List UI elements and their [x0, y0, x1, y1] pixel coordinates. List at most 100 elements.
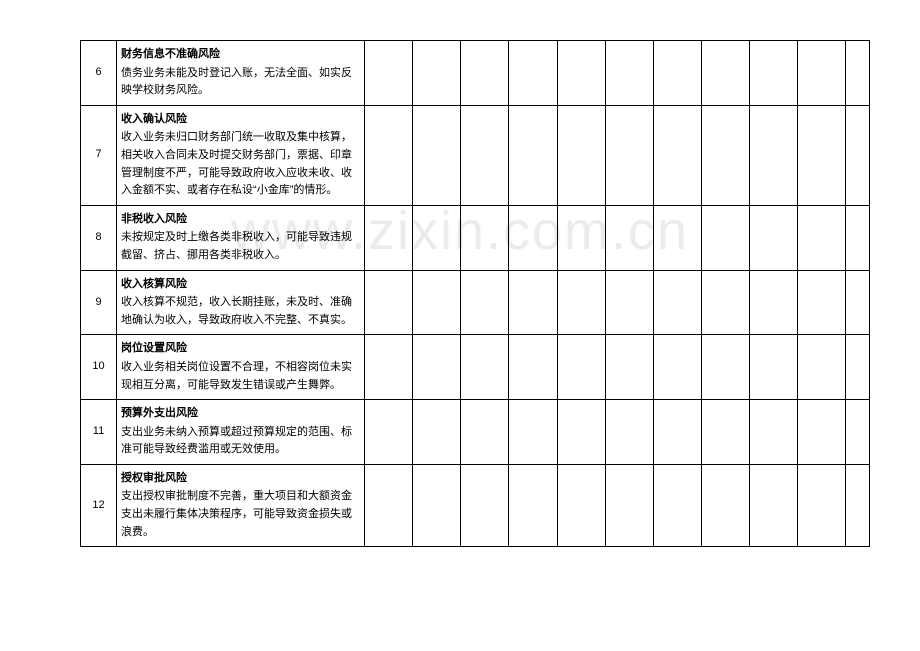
risk-body: 债务业务未能及时登记入账，无法全面、如实反映学校财务风险。	[121, 65, 360, 100]
risk-title: 收入核算风险	[121, 276, 360, 294]
table-row: 10岗位设置风险收入业务相关岗位设置不合理，不相容岗位未实现相互分离，可能导致发…	[81, 335, 870, 400]
empty-cell	[461, 464, 509, 546]
empty-cell	[413, 335, 461, 400]
empty-cell	[701, 205, 749, 270]
empty-cell	[797, 41, 845, 106]
empty-cell	[365, 41, 413, 106]
row-number: 12	[81, 464, 117, 546]
empty-cell	[749, 270, 797, 335]
empty-cell	[749, 205, 797, 270]
row-description: 非税收入风险未按规定及时上缴各类非税收入，可能导致违规截留、挤占、挪用各类非税收…	[117, 205, 365, 270]
risk-table: 6财务信息不准确风险债务业务未能及时登记入账，无法全面、如实反映学校财务风险。7…	[80, 40, 870, 547]
empty-cell	[509, 41, 557, 106]
empty-cell	[701, 400, 749, 465]
empty-cell	[557, 41, 605, 106]
risk-body: 收入业务未归口财务部门统一收取及集中核算，相关收入合同未及时提交财务部门，票据、…	[121, 129, 360, 199]
empty-cell	[749, 400, 797, 465]
empty-cell	[509, 105, 557, 205]
empty-cell	[557, 205, 605, 270]
row-description: 财务信息不准确风险债务业务未能及时登记入账，无法全面、如实反映学校财务风险。	[117, 41, 365, 106]
empty-cell	[797, 400, 845, 465]
table-row: 9收入核算风险收入核算不规范，收入长期挂账，未及时、准确地确认为收入，导致政府收…	[81, 270, 870, 335]
empty-cell	[509, 270, 557, 335]
row-number: 7	[81, 105, 117, 205]
empty-cell	[461, 400, 509, 465]
risk-body: 未按规定及时上缴各类非税收入，可能导致违规截留、挤占、挪用各类非税收入。	[121, 229, 360, 264]
empty-cell	[365, 464, 413, 546]
empty-cell	[605, 400, 653, 465]
empty-cell	[605, 464, 653, 546]
empty-cell	[749, 464, 797, 546]
empty-cell	[797, 270, 845, 335]
table-row: 6财务信息不准确风险债务业务未能及时登记入账，无法全面、如实反映学校财务风险。	[81, 41, 870, 106]
empty-cell	[845, 335, 869, 400]
empty-cell	[365, 270, 413, 335]
empty-cell	[653, 41, 701, 106]
empty-cell	[845, 400, 869, 465]
empty-cell	[701, 105, 749, 205]
empty-cell	[509, 400, 557, 465]
row-description: 岗位设置风险收入业务相关岗位设置不合理，不相容岗位未实现相互分离，可能导致发生错…	[117, 335, 365, 400]
empty-cell	[653, 400, 701, 465]
empty-cell	[653, 270, 701, 335]
empty-cell	[461, 270, 509, 335]
row-description: 授权审批风险支出授权审批制度不完善，重大项目和大额资金支出未履行集体决策程序，可…	[117, 464, 365, 546]
empty-cell	[557, 464, 605, 546]
empty-cell	[413, 105, 461, 205]
table-row: 7收入确认风险收入业务未归口财务部门统一收取及集中核算，相关收入合同未及时提交财…	[81, 105, 870, 205]
empty-cell	[749, 105, 797, 205]
empty-cell	[845, 105, 869, 205]
empty-cell	[509, 205, 557, 270]
empty-cell	[749, 335, 797, 400]
table-row: 12授权审批风险支出授权审批制度不完善，重大项目和大额资金支出未履行集体决策程序…	[81, 464, 870, 546]
empty-cell	[845, 205, 869, 270]
empty-cell	[797, 205, 845, 270]
empty-cell	[605, 270, 653, 335]
risk-title: 预算外支出风险	[121, 405, 360, 423]
empty-cell	[461, 41, 509, 106]
risk-title: 授权审批风险	[121, 470, 360, 488]
empty-cell	[701, 270, 749, 335]
document-page: 6财务信息不准确风险债务业务未能及时登记入账，无法全面、如实反映学校财务风险。7…	[0, 0, 920, 547]
empty-cell	[557, 105, 605, 205]
empty-cell	[413, 270, 461, 335]
empty-cell	[653, 205, 701, 270]
row-number: 10	[81, 335, 117, 400]
empty-cell	[749, 41, 797, 106]
empty-cell	[509, 335, 557, 400]
row-description: 收入确认风险收入业务未归口财务部门统一收取及集中核算，相关收入合同未及时提交财务…	[117, 105, 365, 205]
risk-body: 支出授权审批制度不完善，重大项目和大额资金支出未履行集体决策程序，可能导致资金损…	[121, 488, 360, 541]
empty-cell	[653, 464, 701, 546]
empty-cell	[797, 464, 845, 546]
empty-cell	[461, 205, 509, 270]
empty-cell	[413, 41, 461, 106]
row-number: 9	[81, 270, 117, 335]
empty-cell	[701, 464, 749, 546]
empty-cell	[845, 41, 869, 106]
table-body: 6财务信息不准确风险债务业务未能及时登记入账，无法全面、如实反映学校财务风险。7…	[81, 41, 870, 547]
empty-cell	[557, 400, 605, 465]
risk-title: 财务信息不准确风险	[121, 46, 360, 64]
empty-cell	[797, 335, 845, 400]
empty-cell	[653, 335, 701, 400]
risk-title: 收入确认风险	[121, 111, 360, 129]
empty-cell	[557, 335, 605, 400]
empty-cell	[701, 335, 749, 400]
empty-cell	[413, 464, 461, 546]
risk-title: 非税收入风险	[121, 211, 360, 229]
empty-cell	[605, 205, 653, 270]
empty-cell	[845, 464, 869, 546]
risk-body: 支出业务未纳入预算或超过预算规定的范围、标准可能导致经费滥用或无效使用。	[121, 424, 360, 459]
risk-title: 岗位设置风险	[121, 340, 360, 358]
row-description: 预算外支出风险支出业务未纳入预算或超过预算规定的范围、标准可能导致经费滥用或无效…	[117, 400, 365, 465]
empty-cell	[509, 464, 557, 546]
empty-cell	[605, 335, 653, 400]
row-number: 11	[81, 400, 117, 465]
empty-cell	[653, 105, 701, 205]
empty-cell	[413, 400, 461, 465]
empty-cell	[365, 400, 413, 465]
risk-body: 收入业务相关岗位设置不合理，不相容岗位未实现相互分离，可能导致发生错误或产生舞弊…	[121, 359, 360, 394]
empty-cell	[701, 41, 749, 106]
empty-cell	[461, 105, 509, 205]
row-number: 6	[81, 41, 117, 106]
